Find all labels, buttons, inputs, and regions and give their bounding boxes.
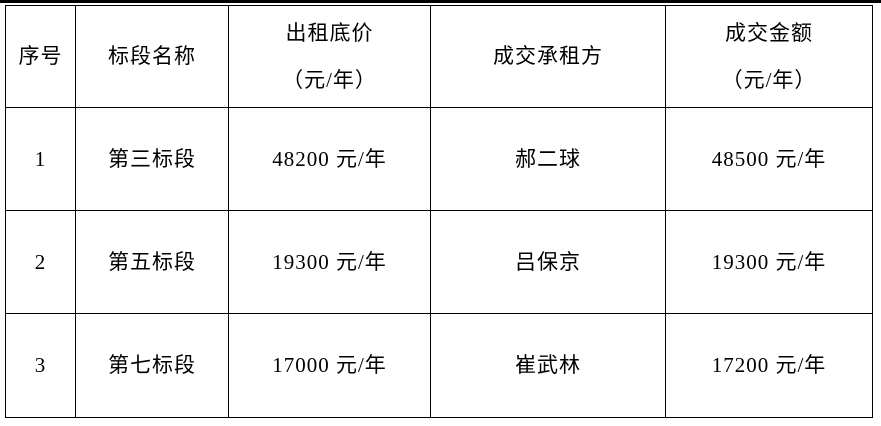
cell-deal-amount: 48500 元/年 [665, 107, 873, 211]
column-header-lot-name: 标段名称 [75, 5, 229, 108]
column-header-lot-name-label: 标段名称 [108, 44, 196, 69]
cell-lessee: 郝二球 [430, 107, 666, 211]
cell-index: 1 [5, 107, 76, 211]
column-header-deal-amount: 成交金额 （元/年） [665, 5, 873, 108]
column-header-index-label: 序号 [18, 44, 63, 69]
cell-base-price-value: 48200 元/年 [272, 146, 387, 171]
cell-deal-amount-value: 17200 元/年 [711, 353, 827, 378]
bid-results-table: 序号 标段名称 出租底价 （元/年） 成交承租方 成交金额 （元/年） [5, 5, 873, 418]
column-header-lessee-label: 成交承租方 [493, 44, 603, 69]
column-header-base-price: 出租底价 （元/年） [228, 5, 431, 108]
cell-base-price-value: 19300 元/年 [272, 249, 387, 274]
cell-lessee-value: 吕保京 [515, 249, 581, 274]
bid-results-table-wrapper: 序号 标段名称 出租底价 （元/年） 成交承租方 成交金额 （元/年） [5, 5, 873, 418]
cell-base-price: 19300 元/年 [228, 210, 431, 314]
cell-lot-name-value: 第三标段 [108, 146, 196, 171]
column-header-base-price-line1: 出租底价 [285, 20, 374, 45]
cell-lot-name: 第五标段 [75, 210, 229, 314]
table-row: 2 第五标段 19300 元/年 吕保京 19300 元/年 [5, 210, 873, 314]
table-row: 3 第七标段 17000 元/年 崔武林 17200 元/年 [5, 313, 873, 418]
table-row: 1 第三标段 48200 元/年 郝二球 48500 元/年 [5, 107, 873, 211]
cell-index: 3 [5, 313, 76, 418]
cell-lot-name-value: 第七标段 [108, 353, 196, 378]
cell-index-value: 1 [34, 146, 47, 171]
column-header-index: 序号 [5, 5, 76, 108]
cell-lot-name: 第三标段 [75, 107, 229, 211]
column-header-base-price-line2: （元/年） [282, 67, 377, 92]
cell-lot-name: 第七标段 [75, 313, 229, 418]
table-header-row: 序号 标段名称 出租底价 （元/年） 成交承租方 成交金额 （元/年） [5, 5, 873, 108]
cell-deal-amount: 17200 元/年 [665, 313, 873, 418]
column-header-lessee: 成交承租方 [430, 5, 666, 108]
cell-deal-amount-value: 48500 元/年 [711, 146, 827, 171]
cell-lessee-value: 崔武林 [515, 353, 581, 378]
column-header-deal-amount-line1: 成交金额 [725, 20, 813, 45]
cell-deal-amount: 19300 元/年 [665, 210, 873, 314]
cell-lessee-value: 郝二球 [515, 146, 581, 171]
cell-base-price: 17000 元/年 [228, 313, 431, 418]
column-header-deal-amount-line2: （元/年） [721, 67, 817, 92]
cell-deal-amount-value: 19300 元/年 [711, 249, 827, 274]
cell-index-value: 3 [34, 353, 47, 378]
cell-base-price-value: 17000 元/年 [272, 353, 387, 378]
cell-lessee: 崔武林 [430, 313, 666, 418]
cell-index-value: 2 [34, 249, 47, 274]
cell-lot-name-value: 第五标段 [108, 249, 196, 274]
cell-index: 2 [5, 210, 76, 314]
cell-base-price: 48200 元/年 [228, 107, 431, 211]
cell-lessee: 吕保京 [430, 210, 666, 314]
page-top-rule [0, 0, 881, 3]
